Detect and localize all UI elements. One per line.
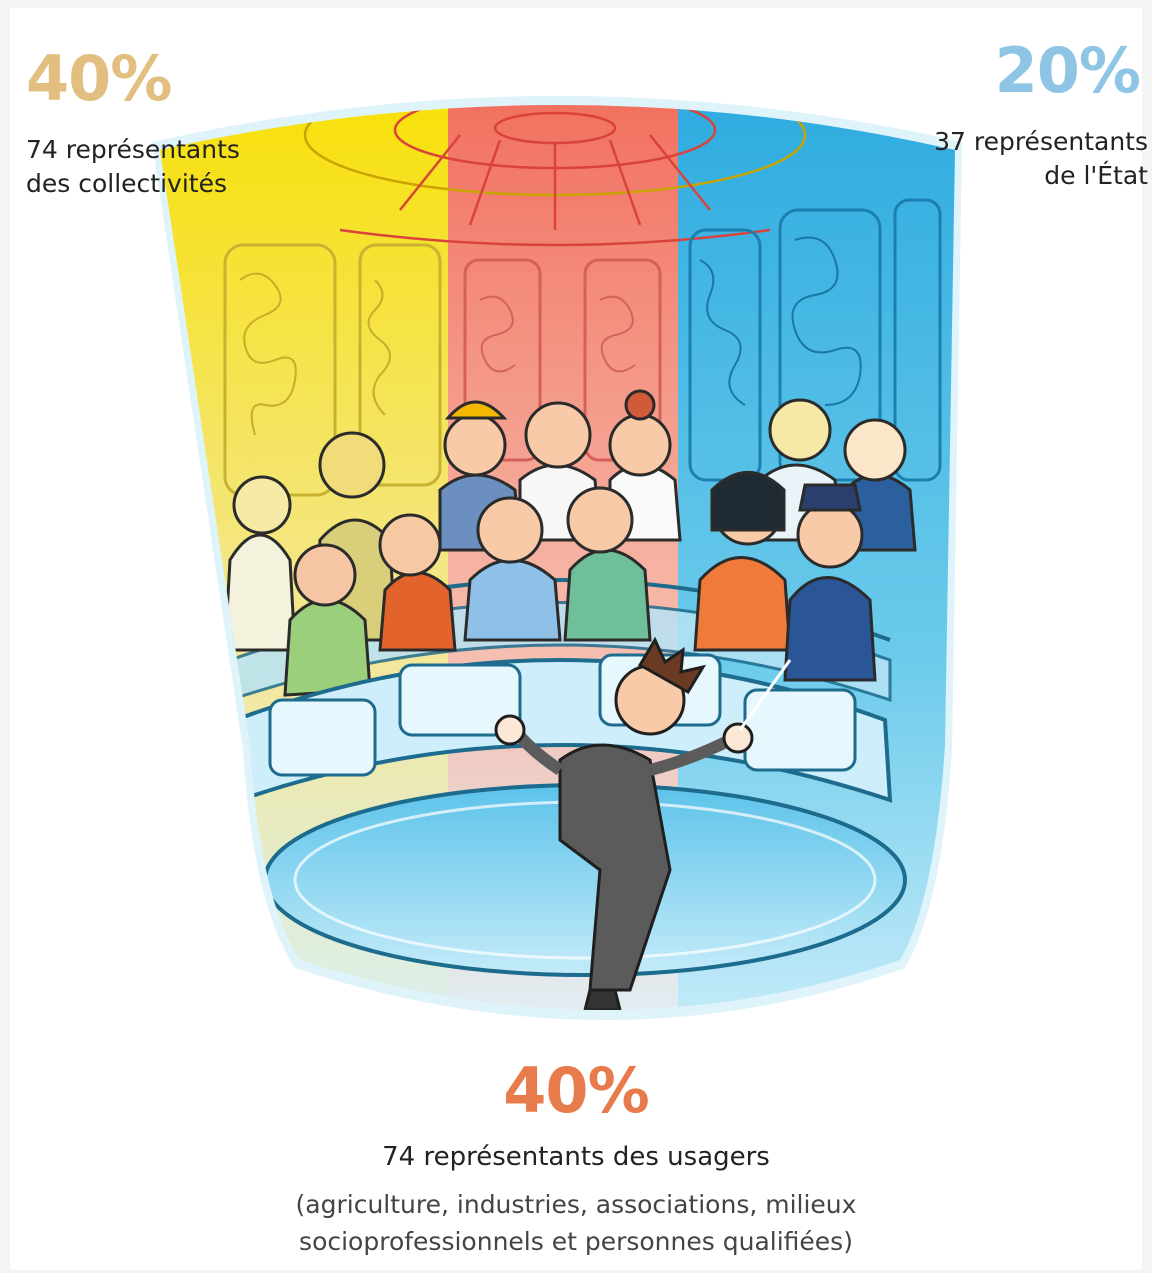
person-head [443, 413, 507, 477]
etat-label-line1: 37 représentants [934, 127, 1148, 156]
usagers-note-line2: socioprofessionnels et personnes qualifi… [299, 1227, 853, 1256]
collectivites-percent: 40% [26, 42, 172, 115]
ornament-swirls [239, 236, 862, 436]
conductor [494, 636, 792, 1010]
dome-lines [303, 105, 807, 247]
person-head [318, 431, 386, 499]
person-body [283, 598, 372, 697]
person-body [378, 571, 457, 652]
person-head [524, 401, 592, 469]
hair-bun [624, 389, 656, 421]
person-head [608, 413, 672, 477]
hard-hat [444, 400, 508, 420]
person-head [768, 398, 832, 462]
dark-hair [710, 471, 786, 532]
conductor-hair [637, 636, 707, 695]
usagers-note-line1: (agriculture, industries, associations, … [295, 1190, 857, 1219]
etat-label-line2: de l'État [1044, 161, 1148, 190]
person-body [463, 558, 562, 642]
etat-percent: 20% [994, 34, 1141, 107]
collectivites-label: 74 représentants des collectivités [26, 133, 240, 201]
etat-label: 37 représentants de l'État [934, 125, 1148, 193]
baton [738, 659, 792, 731]
collectivites-label-line1: 74 représentants [26, 135, 240, 164]
person-head [476, 496, 544, 564]
person-body [563, 548, 652, 642]
person-body [693, 556, 792, 652]
usagers-percent: 40% [503, 1054, 649, 1127]
person-head [378, 513, 442, 577]
officer-cap [798, 483, 862, 512]
person-head [796, 501, 864, 569]
usagers-note: (agriculture, industries, associations, … [0, 1186, 1152, 1260]
audience [223, 389, 917, 697]
collectivites-label-line2: des collectivités [26, 169, 227, 198]
person-head [843, 418, 907, 482]
conductor-hand [722, 722, 754, 754]
conductor-hand [494, 714, 526, 746]
usagers-label: 74 représentants des usagers [382, 1142, 770, 1172]
person-head [566, 486, 634, 554]
person-body [223, 533, 297, 652]
person-body [783, 576, 877, 682]
conductor-shoe [583, 988, 622, 1010]
person-head [293, 543, 357, 607]
person-head [232, 475, 292, 535]
